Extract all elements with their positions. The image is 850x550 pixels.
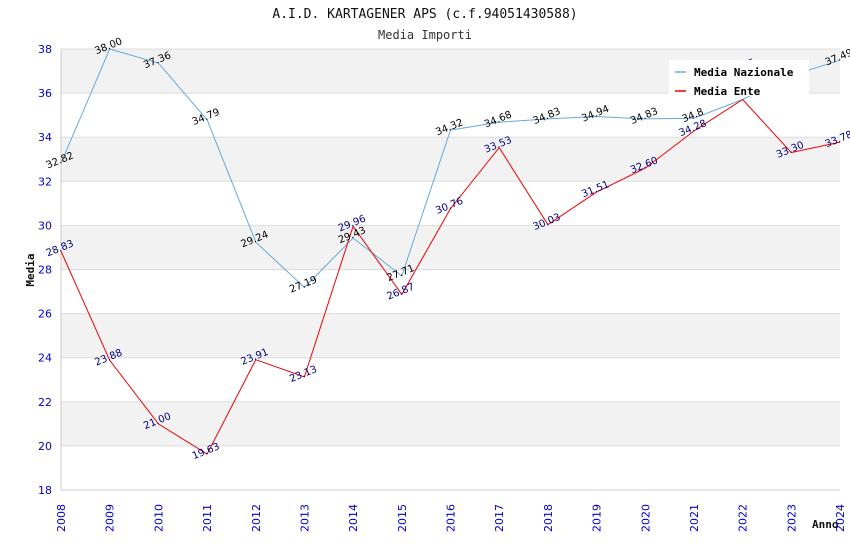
y-tick-label: 20 [38,440,52,453]
series-line-media-nazionale [60,48,841,289]
chart-title: A.I.D. KARTAGENER APS (c.f.94051430588) [272,7,577,22]
x-tick-label: 2019 [591,504,604,532]
grid-band [61,401,840,446]
y-tick-label: 28 [38,264,52,277]
series-line-media-ente [60,98,841,455]
x-tick-label: 2021 [688,504,701,532]
grid-band [61,225,840,270]
x-tick-label: 2016 [445,504,458,532]
x-tick-label: 2023 [785,504,798,532]
y-tick-label: 30 [38,219,52,232]
y-axis-title: Media [24,253,37,286]
x-tick-label: 2014 [347,504,360,532]
x-axis-title: Anno [812,518,839,531]
y-tick-label: 38 [38,43,52,56]
legend-label: Media Nazionale [694,66,794,79]
x-tick-label: 2024 [834,504,847,532]
grid-band [61,313,840,358]
legend-box [669,60,809,96]
y-tick-label: 22 [38,396,52,409]
x-tick-label: 2017 [493,504,506,532]
chart-subtitle: Media Importi [378,28,472,42]
y-tick-label: 36 [38,87,52,100]
x-tick-label: 2008 [55,504,68,532]
y-tick-label: 32 [38,175,52,188]
y-tick-label: 18 [38,484,52,497]
legend-label: Media Ente [694,85,761,98]
x-tick-label: 2012 [250,504,263,532]
grid-band [61,137,840,182]
y-tick-label: 34 [38,131,52,144]
x-tick-label: 2015 [396,504,409,532]
x-tick-label: 2011 [201,504,214,532]
x-tick-label: 2009 [104,504,117,532]
y-tick-label: 24 [38,352,52,365]
x-tick-label: 2020 [639,504,652,532]
x-tick-label: 2010 [152,504,165,532]
x-tick-label: 2018 [542,504,555,532]
x-tick-label: 2013 [298,504,311,532]
y-tick-label: 26 [38,308,52,321]
x-tick-label: 2022 [737,504,750,532]
legend: Media Nazionale Media Ente [669,60,809,98]
